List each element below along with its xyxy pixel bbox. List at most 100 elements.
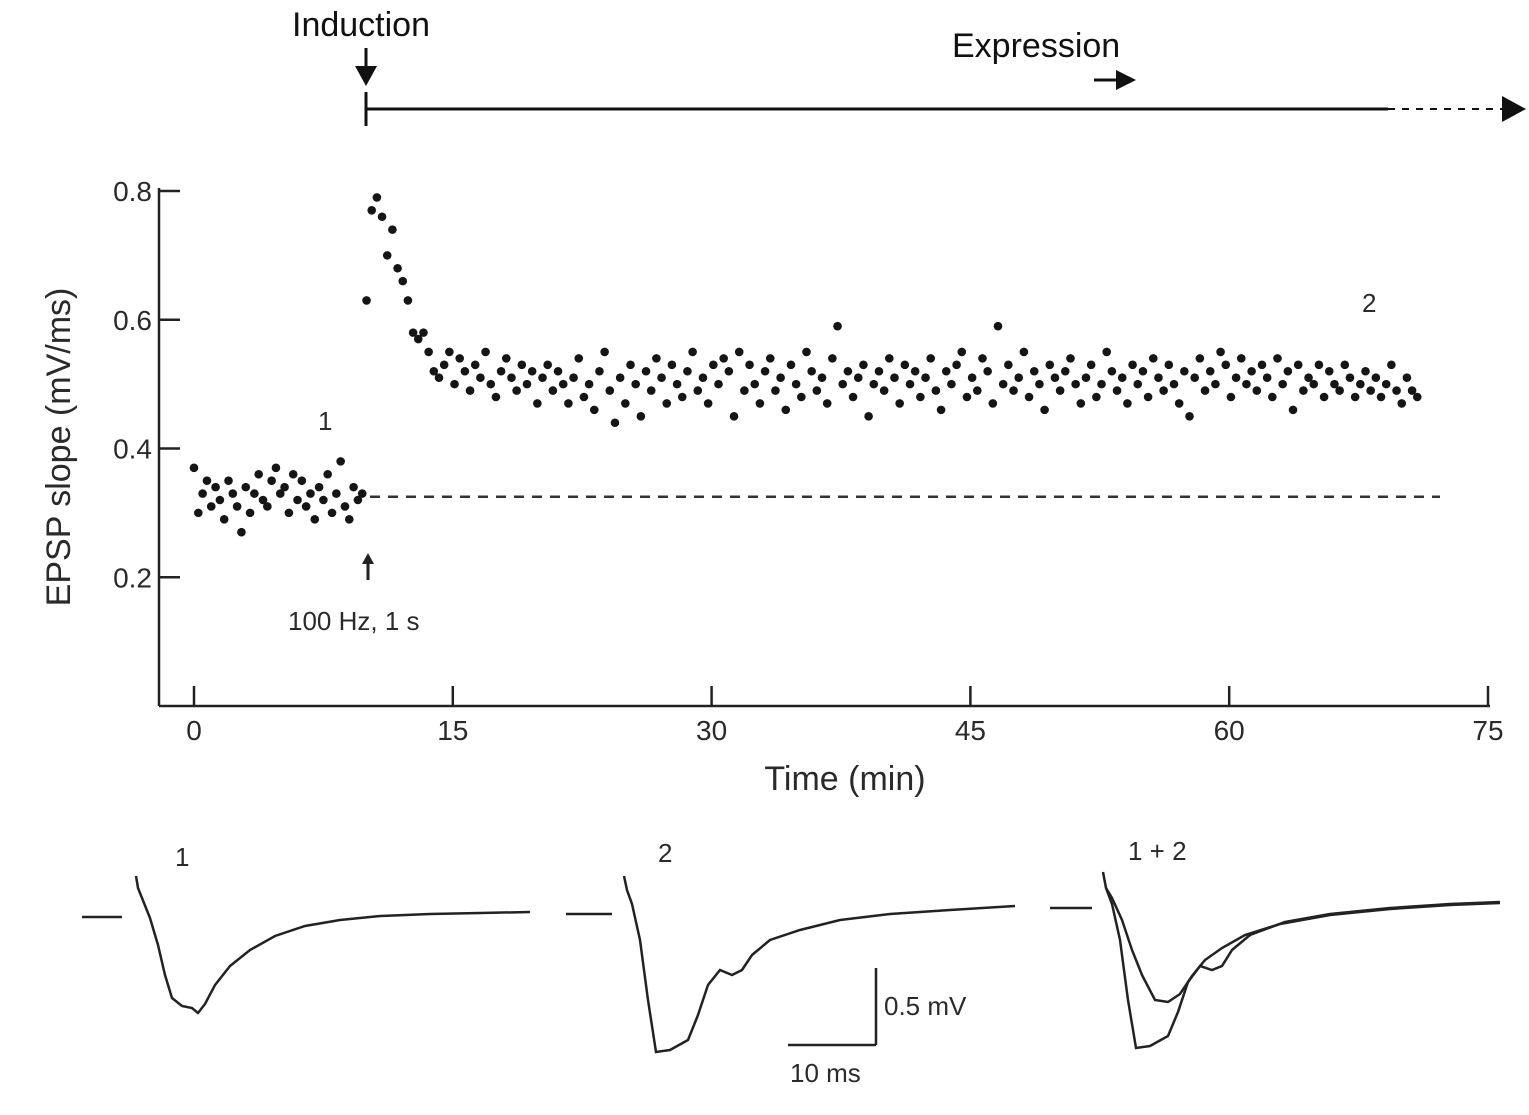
data-point [926,354,936,363]
data-point [740,386,749,395]
data-point [921,373,930,382]
data-point [1185,412,1194,421]
trace-3-label: 1 + 2 [1128,836,1187,866]
data-point [1356,379,1365,389]
data-point [1231,373,1241,382]
data-point [641,366,651,376]
data-point [517,360,527,370]
data-point [817,373,827,382]
data-point [869,379,879,389]
data-point [765,354,775,363]
data-point [314,482,324,492]
data-point [1081,373,1091,382]
induction-label: Induction [292,6,430,44]
x-tick-label: 60 [1214,715,1245,746]
data-point [336,457,345,466]
data-point [807,366,816,376]
scale-bar-time-label: 10 ms [790,1058,861,1088]
data-point [791,379,801,389]
data-point [445,347,454,357]
data-point [983,366,992,376]
data-point [1407,386,1417,395]
data-point [1314,360,1324,370]
data-point [1009,386,1018,395]
data-point [189,463,199,473]
data-point [672,379,682,389]
data-point [916,392,925,402]
data-point [1330,379,1339,389]
data-point [724,366,734,376]
stimulus-label: 100 Hz, 1 s [288,606,420,636]
data-point [993,321,1003,331]
data-point [1143,392,1153,402]
data-point [403,296,413,305]
data-point [1299,386,1308,395]
data-point [1050,373,1060,382]
data-point [522,379,532,389]
data-point [491,392,501,402]
data-point [1273,354,1282,363]
data-point [1304,373,1313,382]
data-point [501,354,511,363]
data-point [667,360,677,370]
data-point [1340,360,1350,370]
data-point [734,347,744,357]
stimulus-arrowhead [362,553,374,564]
data-point [776,373,785,382]
data-point [822,399,832,408]
data-point [1190,373,1199,382]
data-point [1242,379,1251,389]
data-point [1293,360,1303,370]
data-point [1236,354,1246,363]
data-point [631,379,640,389]
data-point [859,360,868,370]
data-point [1107,366,1117,376]
data-point [496,366,506,376]
data-point [297,476,307,485]
data-point [1097,379,1106,389]
induction-arrowhead [355,66,377,86]
data-point [936,405,946,415]
data-point [344,515,354,524]
data-point [1180,366,1189,376]
data-point [288,469,298,479]
data-point [1133,379,1143,389]
data-point [569,373,578,382]
data-point [470,360,480,370]
data-point [1164,360,1174,370]
data-point [1076,399,1086,408]
data-point [271,463,281,473]
data-point [1211,379,1220,389]
data-point [349,482,358,492]
expression-label: Expression [952,27,1120,65]
data-point [507,373,516,382]
data-point [228,489,238,498]
data-point [1200,386,1210,395]
x-axis-title: Time (min) [764,760,925,798]
data-point [1014,373,1024,382]
x-tick-label: 0 [186,715,202,746]
data-point [579,392,589,402]
scale-bar-voltage-label: 0.5 mV [884,991,967,1021]
data-point [626,360,635,370]
y-ticks: 0.2 0.4 0.6 0.8 [113,176,180,593]
data-point [600,347,609,357]
data-point [864,412,873,421]
data-point [610,418,620,428]
data-point [973,386,982,395]
data-point [797,392,806,402]
data-point [538,373,547,382]
data-point [885,354,894,363]
data-point [465,386,475,395]
data-point [698,373,708,382]
data-point [1029,366,1039,376]
data-point [967,373,977,382]
data-point [1128,360,1137,370]
data-point [434,373,444,382]
data-point [646,386,656,395]
data-point [1138,366,1148,376]
data-point [372,193,382,202]
data-point [232,502,242,511]
data-point [1148,354,1158,363]
data-point [1397,399,1407,408]
